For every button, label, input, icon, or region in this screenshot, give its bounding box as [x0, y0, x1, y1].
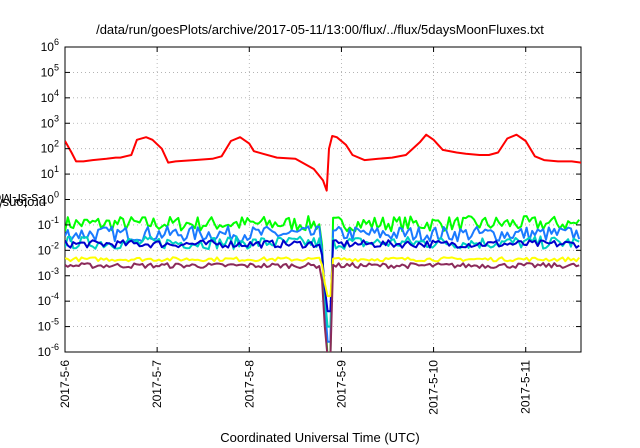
chart-title: /data/run/goesPlots/archive/2017-05-11/1… [96, 22, 544, 37]
x-tick-label: 2017-5-11 [519, 360, 533, 414]
x-tick-label: 2017-5-8 [242, 360, 256, 408]
x-axis-ticks: 2017-5-6 2017-5-7 2017-5-8 2017-5-9 2017-5-1… [58, 47, 533, 415]
y-tick-label: 10-4 [38, 291, 59, 308]
y-tick-label: 103 [41, 113, 59, 130]
x-tick-label: 2017-5-9 [334, 360, 348, 408]
y-tick-label: 10-5 [38, 317, 59, 334]
y-tick-label: 104 [41, 88, 59, 105]
y-tick-label: 10-3 [38, 266, 59, 283]
y-tick-label: 10-6 [38, 342, 59, 359]
x-tick-label: 2017-5-10 [427, 360, 441, 415]
y-tick-label: 102 [41, 139, 59, 156]
y-tick-label: 105 [41, 62, 59, 79]
series-line-7 [65, 262, 580, 352]
y-axis-ticks: 10-610-510-410-310-210-11001011021031041… [38, 37, 581, 359]
series-layer [65, 133, 581, 352]
y-tick-label: 10-2 [38, 240, 59, 257]
x-tick-label: 2017-5-6 [58, 360, 72, 408]
y-tick-label: 101 [41, 164, 59, 181]
series-line-1 [65, 133, 581, 192]
x-tick-label: 2017-5-7 [150, 360, 164, 408]
y-tick-label: 10-1 [38, 215, 59, 232]
series-line-5 [65, 239, 580, 313]
y-tick-label: 106 [41, 37, 59, 54]
grid-lines [65, 47, 581, 352]
x-axis-label: Coordinated Universal Time (UTC) [220, 430, 420, 445]
series-line-6 [65, 256, 580, 298]
